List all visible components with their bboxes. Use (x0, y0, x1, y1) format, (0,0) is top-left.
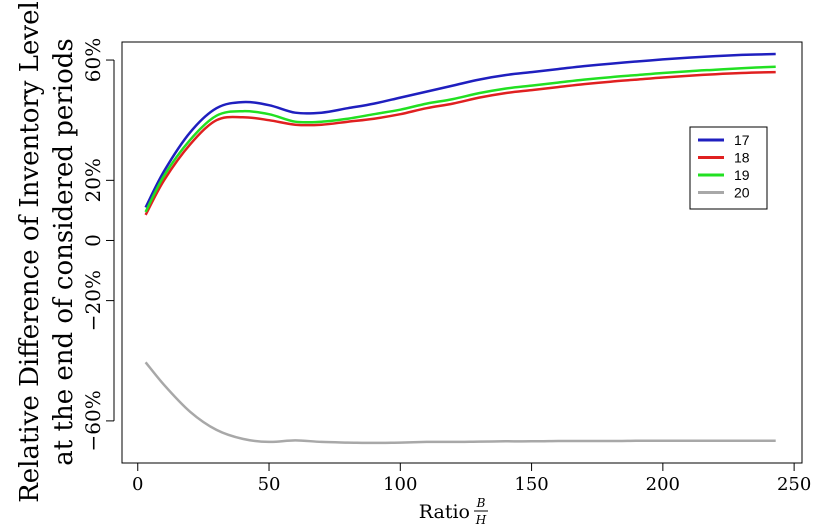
series-layer (144, 52, 776, 445)
x-axis-label-denominator: H (475, 513, 487, 527)
x-axis-label: Ratio B H (419, 496, 488, 527)
x-tick-label: 250 (777, 474, 811, 495)
y-axis: 60% 20% 0 −20% −60% (81, 38, 115, 452)
y-tick-label: 60% (81, 38, 105, 82)
legend-label-18: 18 (734, 150, 750, 166)
series-line-18 (144, 70, 776, 216)
series-line-17 (144, 52, 776, 208)
x-tick-label: 150 (514, 474, 548, 495)
y-tick-label: −60% (81, 390, 105, 451)
x-axis: 0 50 100 150 200 250 (132, 462, 811, 495)
legend-label-17: 17 (734, 132, 750, 148)
series-line-19 (144, 65, 776, 213)
x-tick-label: 100 (383, 474, 417, 495)
series-line-20 (144, 361, 776, 445)
x-axis-label-numerator: B (476, 496, 486, 510)
x-tick-label: 200 (646, 474, 680, 495)
x-axis-label-text: Ratio (419, 501, 470, 523)
legend-label-20: 20 (734, 185, 750, 201)
x-tick-label: 50 (258, 474, 281, 495)
y-tick-label: −20% (81, 270, 105, 331)
y-axis-label-line1: Relative Difference of Inventory Level (15, 1, 45, 503)
y-tick-label: 0 (81, 234, 105, 247)
legend-label-19: 19 (734, 167, 750, 183)
y-tick-label: 20% (81, 158, 105, 202)
x-tick-label: 0 (132, 474, 143, 495)
y-axis-label-line2: at the end of considered periods (49, 38, 79, 465)
